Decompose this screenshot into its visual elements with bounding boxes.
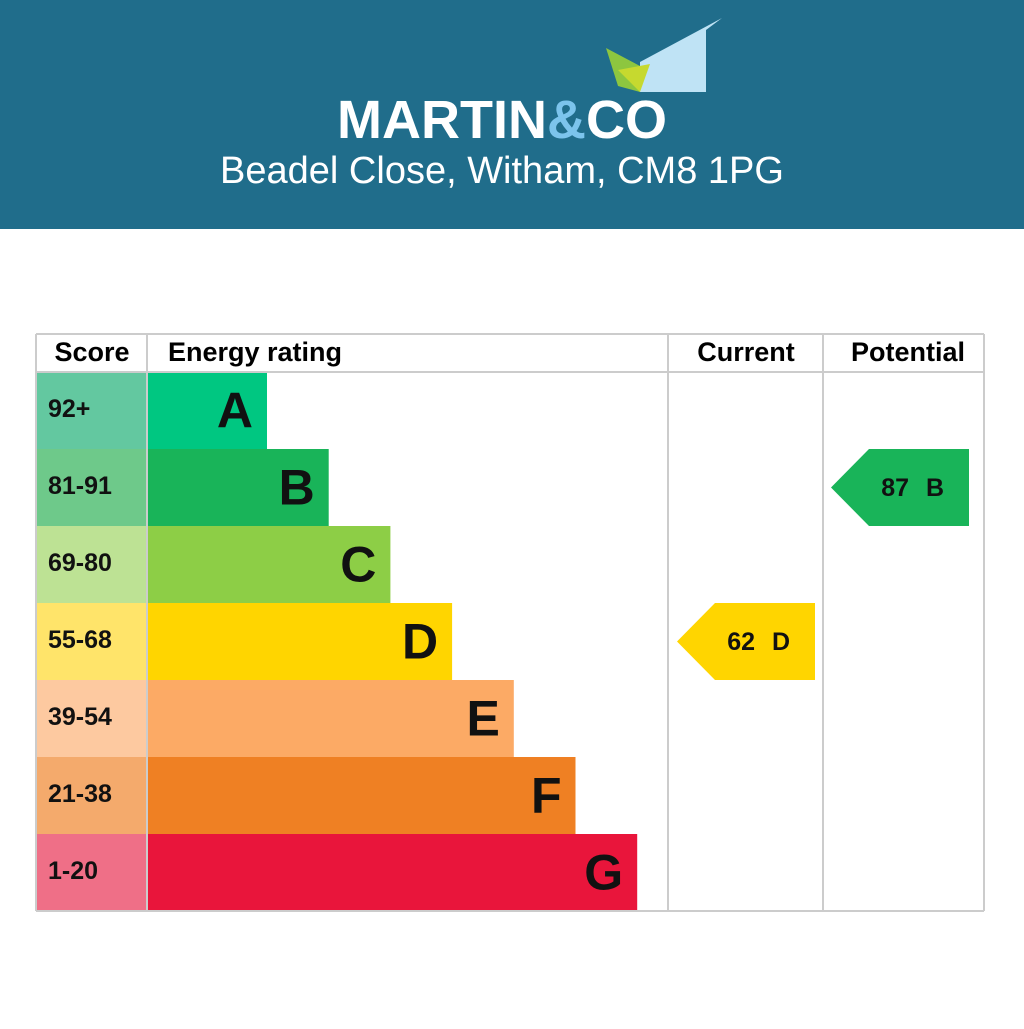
score-label: 69-80 — [48, 549, 112, 577]
current-arrow — [677, 603, 815, 680]
brand-part: MARTIN — [337, 90, 547, 150]
rating-bar — [147, 526, 391, 603]
score-cell — [36, 526, 147, 603]
rating-letter: F — [531, 768, 562, 824]
rating-letter: A — [217, 383, 253, 439]
brand-part: & — [547, 90, 586, 150]
score-label: 39-54 — [48, 703, 112, 731]
current-value: 62 — [727, 628, 755, 656]
header-band — [0, 0, 1024, 229]
rating-letter: D — [402, 614, 438, 670]
column-header: Current — [697, 337, 795, 367]
potential-arrow — [831, 449, 969, 526]
rating-bar — [147, 603, 453, 680]
current-letter: D — [772, 628, 790, 656]
score-cell — [36, 449, 147, 526]
rating-bar — [147, 680, 514, 757]
score-cell — [36, 834, 147, 911]
rating-letter: G — [584, 845, 623, 901]
logo-icon — [606, 18, 722, 92]
rating-letter: B — [279, 460, 315, 516]
potential-value: 87 — [881, 474, 909, 502]
rating-letter: E — [466, 691, 499, 747]
column-header: Score — [54, 337, 129, 367]
score-label: 81-91 — [48, 472, 112, 500]
brand: MARTIN&CO — [337, 90, 667, 150]
score-cell — [36, 603, 147, 680]
rating-bar — [147, 834, 638, 911]
score-label: 21-38 — [48, 780, 112, 808]
score-cell — [36, 372, 147, 449]
column-header: Potential — [851, 337, 965, 367]
score-cell — [36, 680, 147, 757]
brand-part: CO — [586, 90, 667, 150]
column-header: Energy rating — [168, 337, 342, 367]
score-cell — [36, 757, 147, 834]
epc-table: Score Energy rating Current Potential 92+ A 81… — [35, 333, 985, 912]
rating-letter: C — [340, 537, 376, 593]
score-label: 1-20 — [48, 857, 98, 885]
rating-bar — [147, 449, 329, 526]
potential-letter: B — [926, 474, 944, 502]
address: Beadel Close, Witham, CM8 1PG — [220, 150, 784, 192]
rating-bar — [147, 757, 576, 834]
score-label: 55-68 — [48, 626, 112, 654]
rating-bar — [147, 372, 267, 449]
score-label: 92+ — [48, 395, 90, 423]
